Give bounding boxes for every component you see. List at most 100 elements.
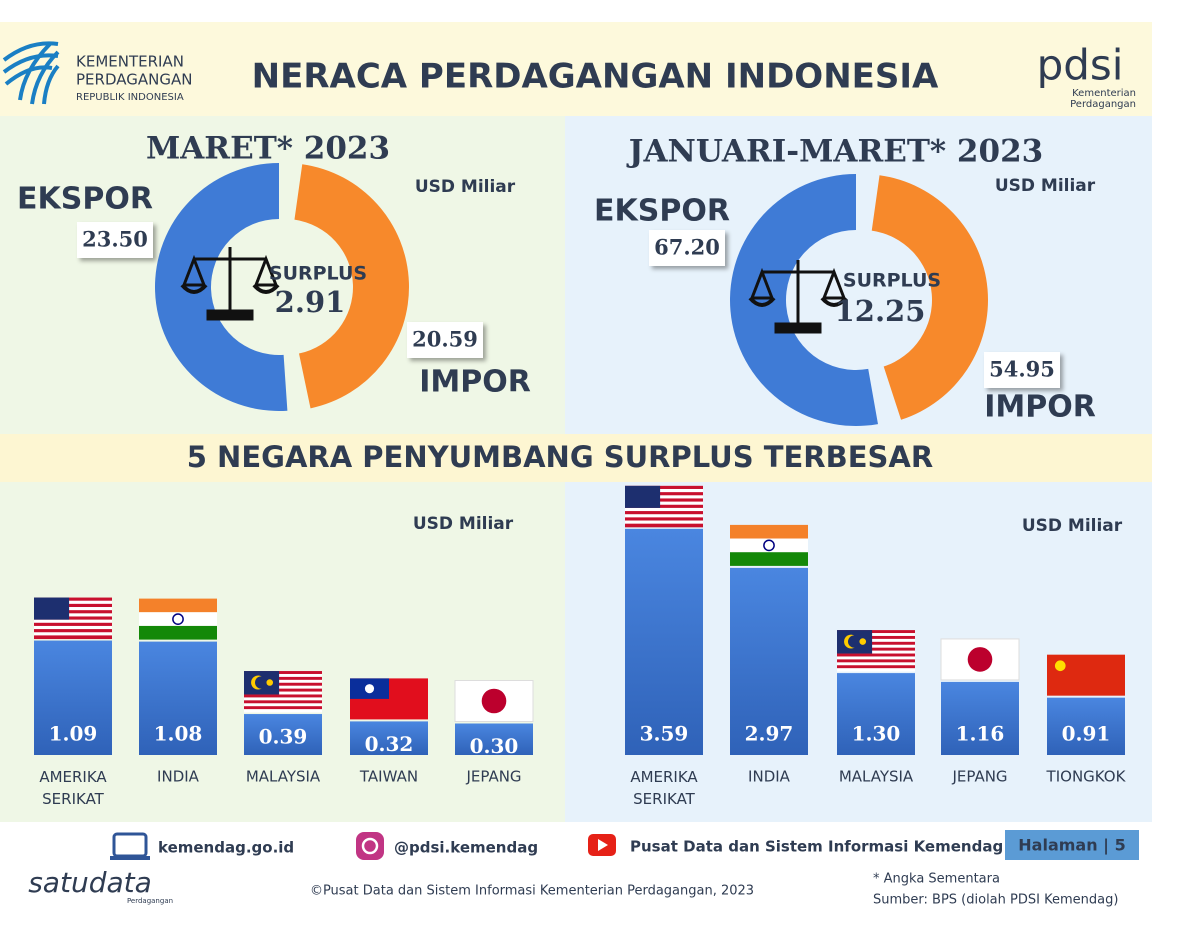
category-label: INDIA <box>748 768 791 786</box>
flag <box>837 644 915 649</box>
value-label: 1.08 <box>154 722 203 746</box>
flag <box>730 552 808 566</box>
donut-slice <box>154 163 288 412</box>
brand: satudata <box>28 866 152 899</box>
instagram-icon <box>361 837 379 855</box>
donut-slice <box>871 175 989 420</box>
instagram-icon <box>356 832 384 860</box>
category-label: MALAYSIA <box>246 768 321 786</box>
flag <box>244 685 322 690</box>
brand-sub: Perdagangan <box>127 897 173 905</box>
bar <box>1047 697 1125 755</box>
category-label: IMPOR <box>419 365 531 400</box>
category-label: EKSPOR <box>17 182 153 217</box>
flag <box>481 688 507 714</box>
flag <box>34 625 112 630</box>
page-title: NERACA PERDAGANGAN INDONESIA <box>252 57 939 97</box>
value-box <box>77 222 153 258</box>
youtube-icon <box>598 839 608 851</box>
unit-label: USD Miliar <box>415 177 516 197</box>
chart-title: JANUARI-MARET* 2023 <box>626 134 1043 170</box>
instagram: @pdsi.kemendag <box>394 839 538 857</box>
flag <box>34 622 112 627</box>
note: * Angka Sementara <box>873 872 1000 887</box>
unit-label: USD Miliar <box>995 176 1096 196</box>
page-box <box>1005 830 1139 860</box>
value-label: 1.16 <box>956 722 1005 746</box>
pdsi-text: Perdagangan <box>1070 99 1136 110</box>
bar <box>730 567 808 755</box>
flag <box>837 656 915 660</box>
flag <box>244 709 322 713</box>
source: Sumber: BPS (diolah PDSI Kemendag) <box>873 893 1118 908</box>
category-label: EKSPOR <box>594 194 730 229</box>
bar <box>625 528 703 755</box>
flag <box>34 597 70 620</box>
flag <box>34 613 112 617</box>
flag <box>244 671 322 713</box>
flag <box>139 625 217 640</box>
center-value: 2.91 <box>275 285 346 319</box>
category-label: AMERIKA SERIKAT <box>39 768 107 808</box>
flag <box>967 647 993 672</box>
flag <box>625 501 703 506</box>
center-label: SURPLUS <box>269 263 367 285</box>
flag <box>364 684 375 694</box>
youtube: Pusat Data dan Sistem Informasi Kemendag <box>630 838 1003 856</box>
flag <box>837 668 915 672</box>
flag <box>244 706 322 710</box>
logo-text: PERDAGANGAN <box>76 71 192 89</box>
flag <box>139 598 217 613</box>
flag <box>625 495 703 499</box>
flag <box>350 678 428 720</box>
flag <box>730 524 808 566</box>
category-label: JEPANG <box>465 768 521 786</box>
flag <box>34 607 112 611</box>
flag <box>266 679 274 686</box>
flag <box>625 520 703 525</box>
flag <box>730 538 808 553</box>
page-number: Halaman | 5 <box>1018 836 1125 856</box>
value-label: 0.39 <box>259 725 308 749</box>
flag <box>244 676 322 681</box>
section-title: 5 NEGARA PENYUMBANG SURPLUS TERBESAR <box>187 440 933 474</box>
flag <box>859 638 867 645</box>
flag <box>139 612 217 626</box>
donut-slice <box>294 164 409 409</box>
copyright: ©Pusat Data dan Sistem Informasi Kemente… <box>310 884 754 899</box>
scale-icon <box>180 283 280 294</box>
scale-icon <box>748 296 848 307</box>
scale-icon <box>206 309 254 321</box>
flag <box>244 679 322 684</box>
flag <box>244 700 322 704</box>
flag <box>34 619 112 624</box>
pdsi-logo: pdsi <box>1037 41 1124 90</box>
bar <box>455 723 533 755</box>
scale-icon <box>774 322 822 334</box>
center-label: SURPLUS <box>843 270 941 292</box>
flag <box>625 523 703 528</box>
scale-icon <box>749 267 847 300</box>
flag <box>837 638 915 643</box>
flag <box>244 673 322 678</box>
logo-icon <box>2 41 60 105</box>
flag <box>172 613 184 625</box>
flag <box>837 633 915 637</box>
flag <box>837 641 915 646</box>
bar <box>34 640 112 755</box>
value-box <box>984 352 1060 388</box>
flag <box>625 507 703 512</box>
bar <box>244 714 322 755</box>
value-label: 54.95 <box>989 357 1055 382</box>
category-label: MALAYSIA <box>839 768 914 786</box>
flag <box>244 691 322 695</box>
flag <box>244 671 322 675</box>
flag <box>837 630 915 634</box>
value-label: 0.30 <box>470 734 519 758</box>
value-label: 1.30 <box>852 722 901 746</box>
value-label: 0.91 <box>1062 722 1111 746</box>
flag <box>730 524 808 539</box>
flag <box>837 662 915 666</box>
flag <box>255 676 268 689</box>
bar <box>941 681 1019 755</box>
